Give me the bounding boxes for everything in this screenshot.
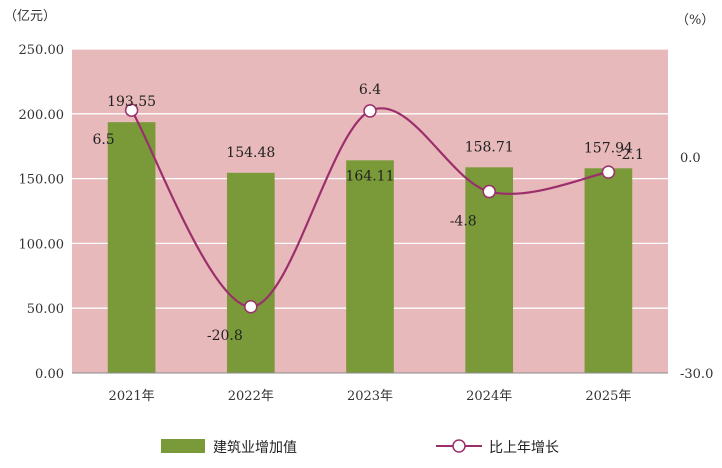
legend-bar-swatch: [161, 439, 205, 453]
line-point: [601, 165, 616, 179]
y-left-tick-label: 200.00: [19, 108, 65, 123]
data-labels: 193.55 154.48 164.11 158.71 157.94 6.5 -20.8 6.…: [92, 82, 643, 344]
bar-value-label: 193.55: [107, 94, 156, 110]
legend: 建筑业增加值 比上年增长: [161, 439, 559, 456]
bar-value-label: 158.71: [465, 139, 514, 155]
growth-line: [130, 107, 609, 308]
line-value-label: 6.4: [359, 82, 381, 98]
bar: [107, 122, 156, 373]
line-point: [244, 300, 258, 314]
y-right-tick-label: 0.0: [680, 151, 701, 166]
line-value-label: -4.8: [450, 214, 477, 230]
bar: [346, 160, 394, 373]
y-left-unit: （亿元）: [4, 9, 56, 24]
line-point: [124, 103, 139, 117]
bar: [465, 167, 514, 373]
y-right-unit: （%）: [676, 13, 714, 28]
bar: [584, 168, 633, 373]
x-tick-label: 2023年: [347, 389, 393, 404]
y-left-tick-label: 150.00: [19, 173, 65, 188]
line-value-label: -20.8: [207, 328, 243, 344]
x-tick-label: 2022年: [228, 389, 274, 404]
y-right-tick-label: -30.0: [680, 367, 713, 382]
bar-value-label: 164.11: [346, 168, 395, 184]
x-tick-label: 2024年: [466, 389, 512, 404]
line-point: [482, 184, 496, 199]
line-series: [124, 103, 616, 314]
legend-line-marker: [452, 439, 466, 453]
y-left-tick-label: 250.00: [19, 43, 65, 58]
y-left-tick-label: 50.00: [27, 302, 64, 317]
bar: [226, 172, 275, 373]
legend-bar-label: 建筑业增加值: [213, 440, 297, 456]
x-tick-label: 2025年: [585, 389, 631, 404]
x-tick-label: 2021年: [109, 389, 155, 404]
line-value-label: -2.1: [617, 147, 644, 163]
bar-value-label: 154.48: [226, 145, 275, 161]
bar-value-label: 157.94: [584, 140, 633, 156]
y-left-tick-label: 0.00: [35, 367, 64, 382]
legend-line-label: 比上年增长: [489, 440, 559, 456]
axes: 0.00 50.00 100.00 150.00 200.00 250.00 -30.0 0.…: [19, 43, 714, 404]
line-value-label: 6.5: [92, 132, 114, 148]
bar-series: [107, 122, 633, 373]
y-left-tick-label: 100.00: [19, 237, 65, 252]
line-point: [363, 104, 377, 118]
